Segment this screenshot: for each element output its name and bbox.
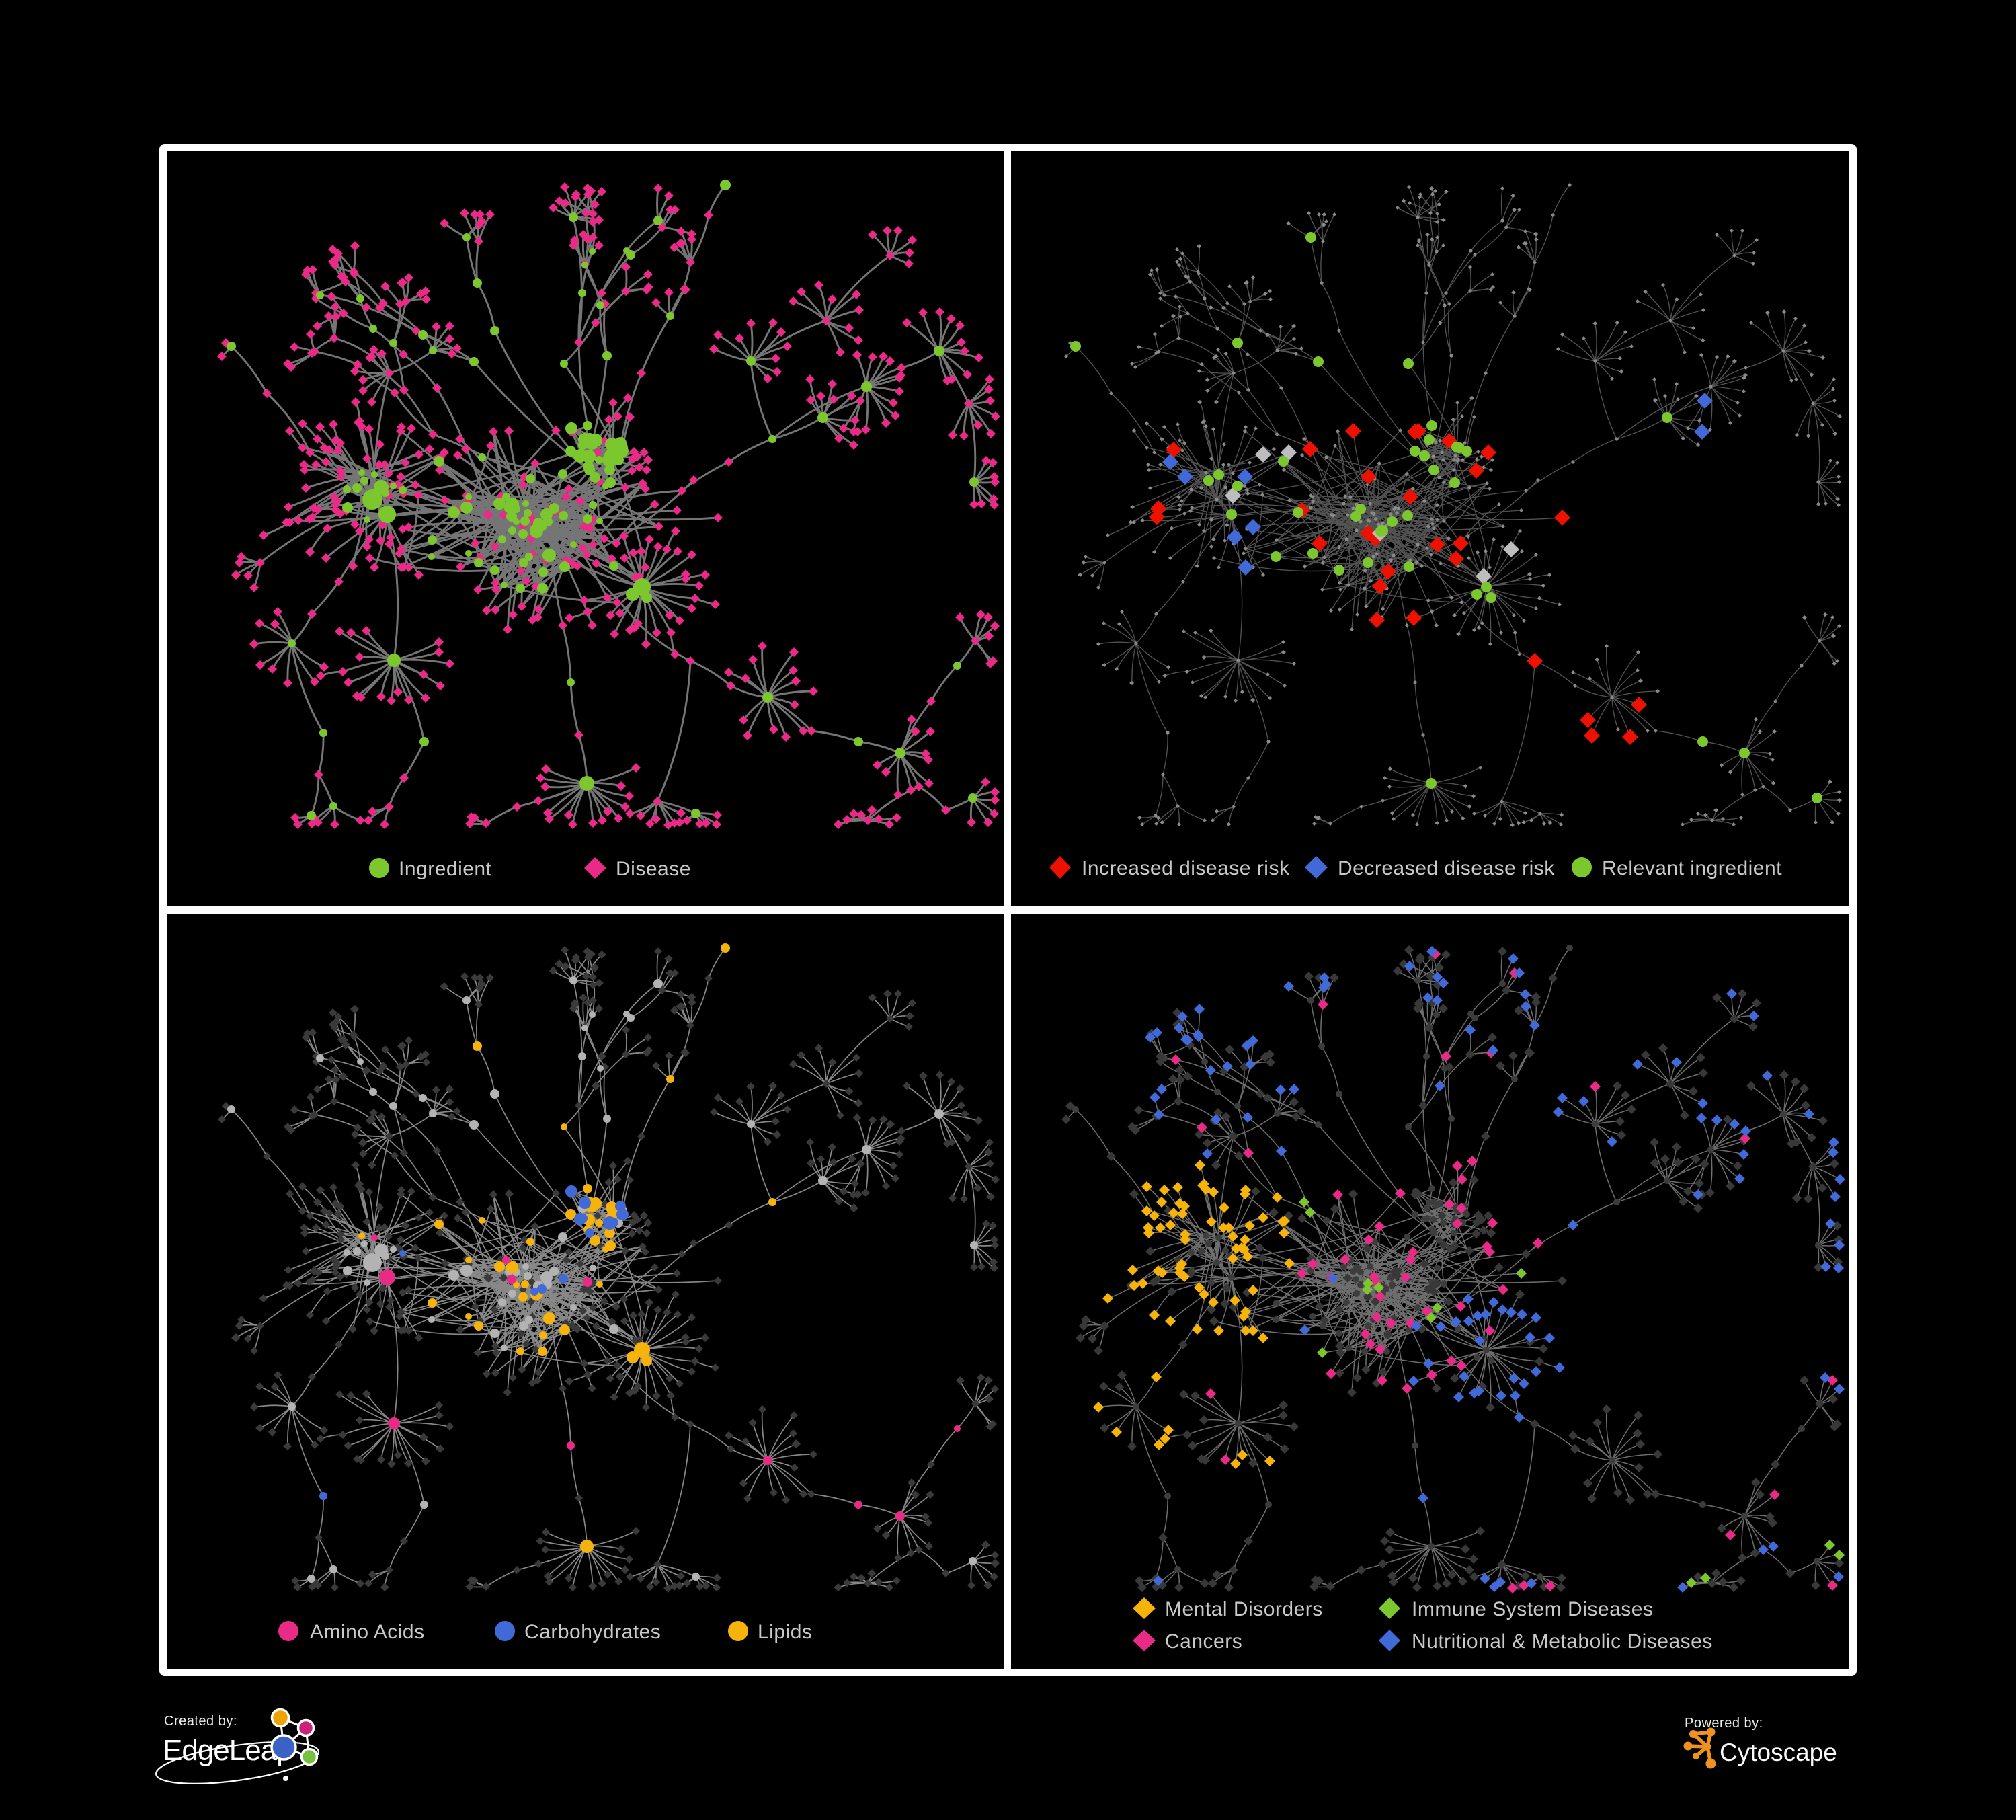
svg-text:Decreased disease risk: Decreased disease risk (1338, 857, 1555, 879)
svg-text:Ingredient: Ingredient (399, 858, 492, 880)
svg-text:Immune System Diseases: Immune System Diseases (1412, 1598, 1653, 1620)
svg-text:Lipids: Lipids (758, 1621, 812, 1643)
svg-text:Nutritional & Metabolic Diseas: Nutritional & Metabolic Diseases (1412, 1630, 1713, 1653)
svg-text:Relevant ingredient: Relevant ingredient (1602, 857, 1782, 879)
svg-text:Powered by:: Powered by: (1685, 1716, 1763, 1731)
svg-text:Carbohydrates: Carbohydrates (524, 1621, 661, 1643)
svg-text:Created by:: Created by: (164, 1714, 237, 1729)
svg-text:Increased disease risk: Increased disease risk (1082, 857, 1290, 879)
svg-text:Cytoscape: Cytoscape (1720, 1739, 1837, 1766)
svg-text:Mental Disorders: Mental Disorders (1165, 1598, 1323, 1620)
svg-text:Disease: Disease (616, 858, 691, 880)
svg-text:Cancers: Cancers (1165, 1630, 1242, 1653)
svg-text:Amino Acids: Amino Acids (310, 1621, 425, 1643)
